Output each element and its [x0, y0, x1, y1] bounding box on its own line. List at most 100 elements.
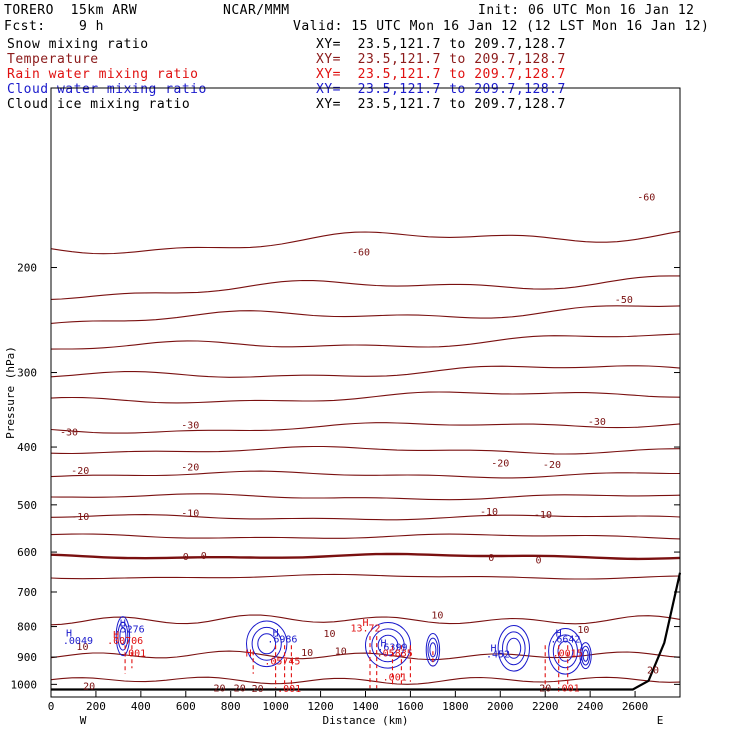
- temperature-label-22: 10: [301, 648, 313, 659]
- legend-snow-label: Snow mixing ratio: [7, 37, 149, 52]
- cloud-water-contour-1-2: [257, 633, 277, 655]
- y-tick-label-8: 1000: [11, 678, 38, 691]
- isotherm--60: [50, 230, 681, 255]
- temperature-label-29: 20: [647, 665, 659, 676]
- temperature-label-9: -20: [543, 460, 561, 471]
- temperature-label-13: -10: [534, 510, 552, 521]
- temperature-label-25: 20: [213, 683, 225, 694]
- cloud-water-contour-0-2: [119, 627, 127, 646]
- legend-cloudwater-xy: XY= 23.5,121.7 to 209.7,128.7: [316, 82, 566, 97]
- cloud-water-contour-1-0: [246, 620, 288, 668]
- temperature-label-2: -50: [615, 295, 633, 306]
- extremum-label-9: H: [246, 648, 252, 659]
- temperature-label-4: -30: [181, 421, 199, 432]
- extremum-label-19: .452: [486, 650, 510, 661]
- extremum-label-17: .001: [383, 673, 407, 684]
- temperature-label-3: -30: [60, 428, 78, 439]
- cloud-water-contour-4-0: [497, 625, 530, 672]
- temperature-label-1: -60: [637, 192, 655, 203]
- legend-cloudwater-label: Cloud water mixing ratio: [7, 82, 207, 97]
- extremum-label-22: .0015: [553, 649, 583, 660]
- extremum-label-16: .05835: [377, 649, 413, 660]
- extremum-label-13: 13.72: [350, 624, 380, 635]
- isotherm-5: [50, 573, 681, 580]
- isotherm--20: [50, 470, 680, 479]
- extremum-label-2: H: [120, 619, 126, 630]
- isotherm--50: [50, 305, 681, 324]
- isotherm--5: [50, 533, 681, 540]
- extremum-label-3: .5276: [115, 625, 145, 636]
- isotherm--40: [50, 365, 681, 378]
- x-tick-label-8: 1600: [397, 700, 424, 713]
- y-tick-label-2: 400: [17, 441, 37, 454]
- cloud-water-contour-6-0: [579, 642, 592, 670]
- y-tick-label-4: 600: [17, 546, 37, 559]
- terrain-line: [51, 572, 682, 691]
- temperature-label-6: -20: [71, 466, 89, 477]
- isotherm--30: [50, 422, 681, 434]
- x-tick-label-0: 0: [48, 700, 55, 713]
- cloud-water-contour-2-2: [377, 634, 399, 656]
- cloud-water-contour-4-1: [502, 631, 526, 666]
- extremum-label-12: H: [362, 618, 368, 629]
- forecast-hour: Fcst: 9 h: [4, 19, 104, 34]
- legend-cloudice-xy: XY= 23.5,121.7 to 209.7,128.7: [316, 97, 566, 112]
- cloud-water-contour-5-1: [552, 634, 579, 669]
- temperature-label-19: 10: [324, 629, 336, 640]
- isotherm--55: [50, 275, 680, 300]
- temperature-label-12: -10: [480, 507, 498, 518]
- x-tick-label-12: 2400: [577, 700, 604, 713]
- temperature-label-23: 10: [335, 646, 347, 657]
- cloud-water-contour-3-0: [425, 633, 441, 667]
- extremum-label-8: .6986: [267, 634, 297, 645]
- x-tick-label-3: 600: [176, 700, 196, 713]
- y-tick-label-0: 200: [17, 262, 37, 275]
- y-tick-label-1: 300: [17, 367, 37, 380]
- temperature-label-11: -10: [181, 508, 199, 519]
- x-tick-label-2: 400: [131, 700, 151, 713]
- cloud-water-contour-6-1: [581, 645, 591, 666]
- legend-temperature-xy: XY= 23.5,121.7 to 209.7,128.7: [316, 52, 566, 67]
- temperature-label-18: 10: [431, 611, 443, 622]
- isotherm--35: [50, 391, 681, 404]
- y-axis-title: Pressure (hPa): [4, 346, 17, 439]
- temperature-label-8: -20: [491, 459, 509, 470]
- x-tick-label-9: 1800: [442, 700, 469, 713]
- extremum-label-4: H: [113, 630, 119, 641]
- isotherm-0: [50, 552, 681, 561]
- temperature-label-16: 0: [488, 553, 494, 564]
- x-tick-label-1: 200: [86, 700, 106, 713]
- extremum-label-6: .001: [122, 648, 146, 659]
- isotherm--25: [50, 445, 681, 455]
- y-tick-label-7: 900: [17, 651, 37, 664]
- cloud-water-contour-0-0: [115, 616, 131, 657]
- isotherm-10: [50, 614, 681, 626]
- east-label: E: [657, 714, 664, 727]
- extremum-label-10: .05745: [264, 657, 300, 668]
- y-tick-label-3: 500: [17, 499, 37, 512]
- isotherm--10: [50, 514, 681, 521]
- temperature-label-15: 0: [201, 551, 207, 562]
- temperature-label-14: 0: [183, 552, 189, 563]
- y-tick-label-6: 800: [17, 621, 37, 634]
- x-tick-label-6: 1200: [307, 700, 334, 713]
- extremum-label-14: H: [380, 638, 386, 649]
- cloud-water-contour-4-2: [506, 637, 522, 659]
- extremum-label-0: H: [66, 628, 72, 639]
- cloud-water-contour-5-2: [557, 640, 574, 662]
- temperature-label-21: 10: [76, 642, 88, 653]
- x-axis-title: Distance (km): [322, 714, 408, 727]
- temperature-label-0: -60: [352, 247, 370, 258]
- cloud-water-contour-1-1: [251, 626, 282, 661]
- extremum-label-23: .001: [556, 683, 580, 694]
- legend-temperature-label: Temperature: [7, 52, 99, 67]
- extremum-label-7: H: [273, 628, 279, 639]
- x-tick-label-10: 2000: [487, 700, 514, 713]
- cloud-water-contour-6-2: [582, 649, 589, 662]
- temperature-label-10: -10: [71, 512, 89, 523]
- temperature-label-17: 0: [535, 555, 541, 566]
- x-tick-label-4: 800: [221, 700, 241, 713]
- extremum-label-20: H: [556, 628, 562, 639]
- cloud-water-contour-3-2: [429, 642, 437, 658]
